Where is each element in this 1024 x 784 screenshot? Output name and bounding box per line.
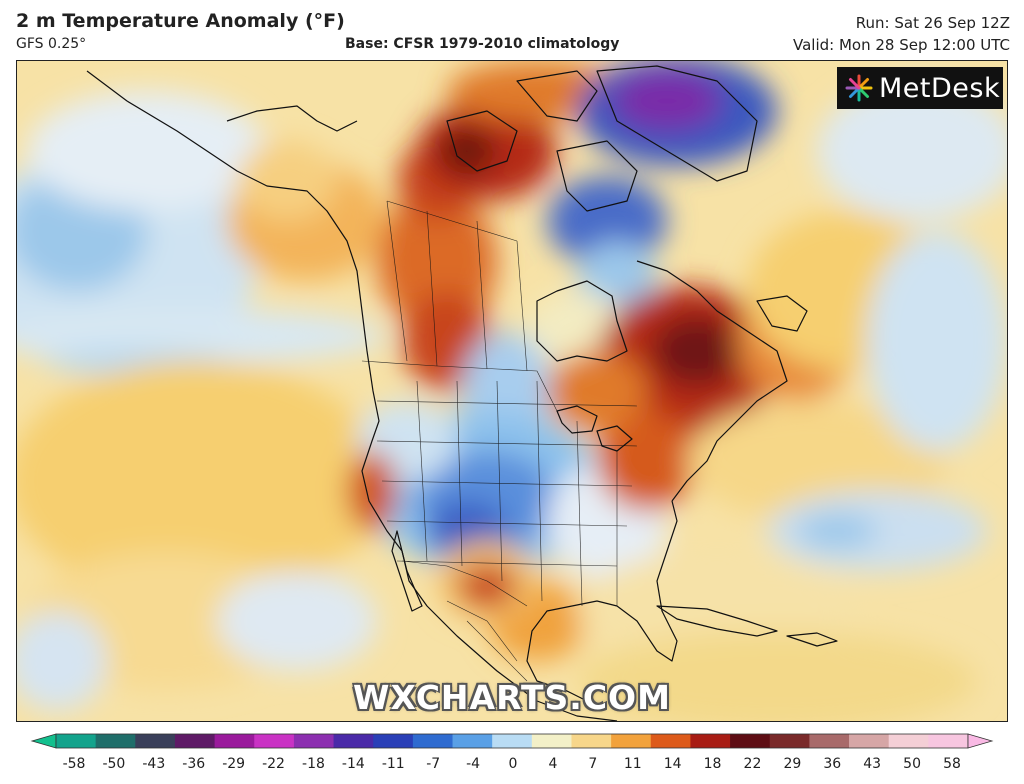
colorbar-tick-label: -7 [426,756,440,772]
colorbar-tick-label: 4 [548,756,557,772]
colorbar-tick-label: -14 [342,756,365,772]
colorbar-tick-label: -4 [466,756,480,772]
colorbar-band [214,734,255,748]
colorbar-band [888,734,929,748]
run-time-label: Run: Sat 26 Sep 12Z [855,14,1010,32]
colorbar-tick-label: -22 [262,756,285,772]
colorbar-tick-label: 14 [664,756,682,772]
colorbar-tick-label: 7 [588,756,597,772]
wxcharts-watermark: WXCHARTS.COM [353,678,671,717]
colorbar-tick-label: 22 [744,756,762,772]
logo-text: MetDesk [879,72,1001,104]
colorbar-tick-label: 18 [704,756,722,772]
colorbar-band [531,734,572,748]
colorbar-band [650,734,691,748]
colorbar-band [333,734,374,748]
starburst-logo-icon [845,74,873,102]
colorbar-band [254,734,295,748]
colorbar-band [769,734,810,748]
anomaly-field [17,61,1007,721]
political-borders [361,200,638,682]
colorbar-legend: -58 -50 -43 -36 -29 -22 -18 -14 -11 -7 -4 0 4 7 11 14 18… [30,733,994,772]
colorbar-band [809,734,850,748]
anomaly-map-canvas [17,61,1007,721]
climatology-base-label: Base: CFSR 1979-2010 climatology [345,36,620,52]
map-title: 2 m Temperature Anomaly (°F) [16,10,345,32]
colorbar-tick-label: 43 [863,756,881,772]
colorbar-band [452,734,493,748]
colorbar-right-arrow [967,733,994,749]
colorbar-band [611,734,652,748]
colorbar-tick-label: 36 [823,756,841,772]
anomaly-map[interactable]: MetDesk WXCHARTS.COM [16,60,1008,722]
colorbar-tick-label: 58 [943,756,961,772]
colorbar-band [174,734,216,748]
colorbar-tick-label: -36 [182,756,205,772]
colorbar-band [849,734,890,748]
colorbar-band [492,734,533,748]
colorbar-tick-label: 0 [509,756,518,772]
model-label: GFS 0.25° [16,36,87,52]
colorbar-tick-label: 29 [783,756,801,772]
colorbar-tick-label: -11 [382,756,405,772]
colorbar-band [95,734,136,748]
coastlines-outline [86,65,838,721]
metdesk-logo: MetDesk [837,67,1003,109]
valid-time-label: Valid: Mon 28 Sep 12:00 UTC [793,36,1010,54]
colorbar-left-arrow [30,733,57,749]
colorbar-band [373,734,414,748]
colorbar-band [928,734,969,748]
colorbar-tick-label: -58 [63,756,86,772]
colorbar-band [571,734,612,748]
colorbar-tick-label: 50 [903,756,921,772]
colorbar-tick-label: -50 [102,756,125,772]
colorbar-tick-label: -43 [142,756,165,772]
colorbar-tick-label: -18 [302,756,325,772]
colorbar-band [135,734,176,748]
colorbar-band [293,734,335,748]
colorbar-tick-label: 11 [624,756,642,772]
colorbar-tick-label: -29 [222,756,245,772]
colorbar-band [690,734,731,748]
colorbar-band [730,734,771,748]
colorbar-band [412,734,454,748]
colorbar-band [56,734,97,748]
